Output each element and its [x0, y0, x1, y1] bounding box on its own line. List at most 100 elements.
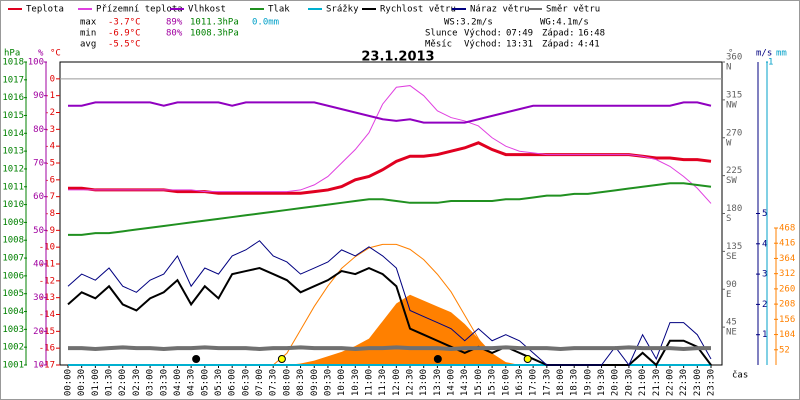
axis-tick-label: 1014 — [2, 129, 24, 139]
x-tick-label: 06:00 — [228, 369, 238, 396]
series-line — [68, 85, 712, 204]
axis-tick-label: 360 — [726, 53, 742, 63]
x-tick-label: 00:30 — [77, 369, 87, 396]
axis-tick-label: 1007 — [2, 254, 24, 264]
axis-tick-label: 156 — [779, 315, 795, 325]
x-tick-label: 03:30 — [159, 369, 169, 396]
stat-value: 1011.3hPa — [190, 18, 239, 28]
series-line — [68, 345, 711, 352]
y-tick-label: -16 — [39, 344, 55, 354]
x-tick-label: 17:00 — [529, 369, 539, 396]
stat-label: max — [80, 18, 97, 28]
x-tick-label: 19:00 — [583, 369, 593, 396]
x-tick-label: 11:30 — [378, 369, 388, 396]
astro-marker — [277, 355, 286, 363]
stat-value: 0.0mm — [252, 18, 279, 28]
x-tick-label: 20:30 — [624, 369, 634, 396]
area — [68, 294, 711, 365]
axis-tick-label: 315 — [726, 90, 742, 100]
x-tick-label: 15:00 — [474, 369, 484, 396]
axis-unit: mm — [776, 49, 787, 59]
y-tick-label: -2 — [44, 108, 55, 118]
x-tick-label: 17:30 — [542, 369, 552, 396]
axis-tick-label: 468 — [779, 223, 795, 233]
x-tick-label: 13:00 — [419, 369, 429, 396]
x-tick-label: 16:00 — [501, 369, 511, 396]
axis-tick-label: 1004 — [2, 307, 24, 317]
axis-tick-label: 1 — [762, 330, 767, 340]
axis-unit: % — [38, 49, 44, 59]
astro-label: Východ: — [464, 40, 502, 50]
y-tick-label: -7 — [44, 192, 55, 202]
series-line — [67, 266, 712, 367]
y-tick-label: -1 — [44, 91, 55, 101]
axis-tick-label: 1005 — [2, 289, 24, 299]
y-tick-label: -12 — [39, 276, 55, 286]
axis-tick-label: 208 — [779, 300, 795, 310]
axis-tick-label: 416 — [779, 239, 795, 249]
stat-value: -3.7°C — [108, 18, 141, 28]
axis-tick-label: 270 — [726, 128, 742, 138]
axis-tick-label: 1018 — [2, 58, 24, 68]
y-tick-label: -4 — [44, 142, 55, 152]
x-tick-label: 08:00 — [282, 369, 292, 396]
x-tick-label: 14:30 — [460, 369, 470, 396]
stat-label: avg — [80, 40, 96, 50]
x-tick-label: 21:00 — [638, 369, 648, 396]
axis-tick-label: 30 — [33, 293, 44, 303]
axis-unit: ° — [728, 49, 733, 59]
axis-tick-label: 1013 — [2, 147, 24, 157]
axis-tick-label: 1 — [768, 58, 773, 68]
series-line — [272, 243, 506, 366]
axis-tick-label: 45 — [726, 318, 737, 328]
direction-label: NE — [726, 328, 737, 338]
chart-title: 23.1.2013 — [361, 50, 434, 65]
x-tick-label: 09:00 — [310, 369, 320, 396]
x-tick-label: 07:30 — [269, 369, 279, 396]
x-tick-label: 05:00 — [200, 369, 210, 396]
series-line — [67, 240, 712, 366]
x-tick-label: 01:00 — [91, 369, 101, 396]
axis-tick-label: 135 — [726, 242, 742, 252]
y-tick-label: -9 — [44, 226, 55, 236]
direction-label: SW — [726, 176, 737, 186]
axis-tick-label: 225 — [726, 166, 742, 176]
axis-tick-label: 1010 — [2, 200, 24, 210]
legend-label: Tlak — [268, 5, 290, 15]
x-tick-label: 13:30 — [433, 369, 443, 396]
axis-tick-label: 40 — [33, 260, 44, 270]
x-tick-label: 09:30 — [323, 369, 333, 396]
x-tick-label: 10:00 — [337, 369, 347, 396]
y-tick-label: 0 — [50, 74, 55, 84]
axis-tick-label: 104 — [779, 330, 795, 340]
axis-unit: m/s — [756, 49, 772, 59]
direction-label: N — [726, 63, 731, 73]
axis-tick-label: 80 — [33, 125, 44, 135]
x-tick-label: 22:00 — [665, 369, 675, 396]
x-tick-label: 04:30 — [187, 369, 197, 396]
axis-tick-label: 100 — [28, 58, 44, 68]
stat-value: 89% — [166, 18, 183, 28]
x-tick-label: 08:30 — [296, 369, 306, 396]
axis-tick-label: 1011 — [2, 182, 24, 192]
legend-label: Srážky — [326, 5, 359, 15]
stat-value: 1008.3hPa — [190, 29, 239, 39]
axis-tick-label: 50 — [33, 226, 44, 236]
x-tick-label: 20:00 — [611, 369, 621, 396]
astro-marker — [523, 355, 532, 363]
x-tick-label: 02:00 — [118, 369, 128, 396]
direction-label: NW — [726, 100, 737, 110]
x-tick-label: 15:30 — [488, 369, 498, 396]
series-line — [68, 101, 712, 124]
astro-label: Východ: — [464, 29, 502, 39]
axis-unit: hPa — [4, 49, 20, 59]
x-tick-label: 05:30 — [214, 369, 224, 396]
axis-tick-label: 1003 — [2, 325, 24, 335]
x-tick-label: 12:00 — [392, 369, 402, 396]
axis-tick-label: 1015 — [2, 111, 24, 121]
axis-tick-label: 10 — [33, 361, 44, 371]
axis-tick-label: 1012 — [2, 164, 24, 174]
x-tick-label: 07:00 — [255, 369, 265, 396]
legend-label: Teplota — [26, 5, 64, 15]
